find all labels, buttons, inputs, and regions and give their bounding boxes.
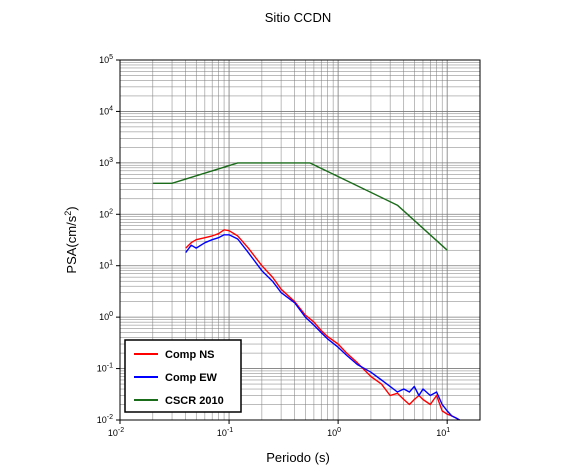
legend-label: Comp EW: [165, 372, 218, 384]
y-tick-base: 10: [99, 261, 109, 271]
y-tick-label: 100: [99, 311, 113, 322]
y-tick-label: 10-1: [97, 363, 113, 374]
y-tick-label: 10-2: [97, 414, 113, 425]
x-tick-base: 10: [217, 428, 227, 438]
y-tick-base: 10: [99, 106, 109, 116]
legend-label: CSCR 2010: [165, 395, 224, 407]
y-tick-exp: 4: [109, 105, 113, 112]
y-tick-exp: 5: [109, 54, 113, 61]
y-tick-label: 101: [99, 260, 113, 271]
series-line-1: [185, 229, 460, 421]
y-tick-label: 105: [99, 54, 113, 65]
series-line-3: [152, 162, 448, 251]
y-tick-label: 103: [99, 157, 113, 168]
x-tick-exp: 0: [337, 427, 341, 434]
y-tick-exp: 0: [109, 311, 113, 318]
x-axis-label: Periodo (s): [266, 450, 330, 465]
y-tick-exp: -2: [107, 414, 113, 421]
x-tick-base: 10: [436, 428, 446, 438]
chart-title: Sitio CCDN: [265, 10, 331, 25]
y-tick-base: 10: [99, 312, 109, 322]
plot-frame: [119, 59, 481, 421]
y-tick-base: 10: [99, 158, 109, 168]
x-tick-label: 100: [327, 427, 341, 438]
x-tick-base: 10: [108, 428, 118, 438]
legend-label: Comp NS: [165, 349, 215, 361]
y-tick-base: 10: [99, 209, 109, 219]
y-tick-exp: -1: [107, 363, 113, 370]
y-tick-exp: 3: [109, 157, 113, 164]
y-tick-exp: 2: [109, 208, 113, 215]
x-tick-label: 10-2: [108, 427, 124, 438]
y-axis-label: PSA(cm/s2): [63, 206, 79, 273]
y-axis-label-sup: 2: [63, 211, 73, 216]
series-group: [152, 162, 460, 421]
x-tick-label: 101: [436, 427, 450, 438]
y-tick-base: 10: [99, 55, 109, 65]
y-tick-label: 102: [99, 208, 113, 219]
x-tick-base: 10: [327, 428, 337, 438]
y-tick-base: 10: [97, 415, 107, 425]
y-tick-exp: 1: [109, 260, 113, 267]
y-tick-label: 104: [99, 105, 113, 116]
x-tick-exp: -1: [227, 427, 233, 434]
x-tick-exp: 1: [446, 427, 450, 434]
y-axis-label-end: ): [64, 206, 79, 210]
x-tick-exp: -2: [118, 427, 124, 434]
grid: [120, 60, 480, 420]
legend: Comp NS Comp EW CSCR 2010: [124, 339, 242, 413]
x-tick-label: 10-1: [217, 427, 233, 438]
y-axis-label-base: PSA(cm/s: [64, 215, 79, 273]
y-tick-base: 10: [97, 364, 107, 374]
series-line-2: [185, 234, 460, 421]
